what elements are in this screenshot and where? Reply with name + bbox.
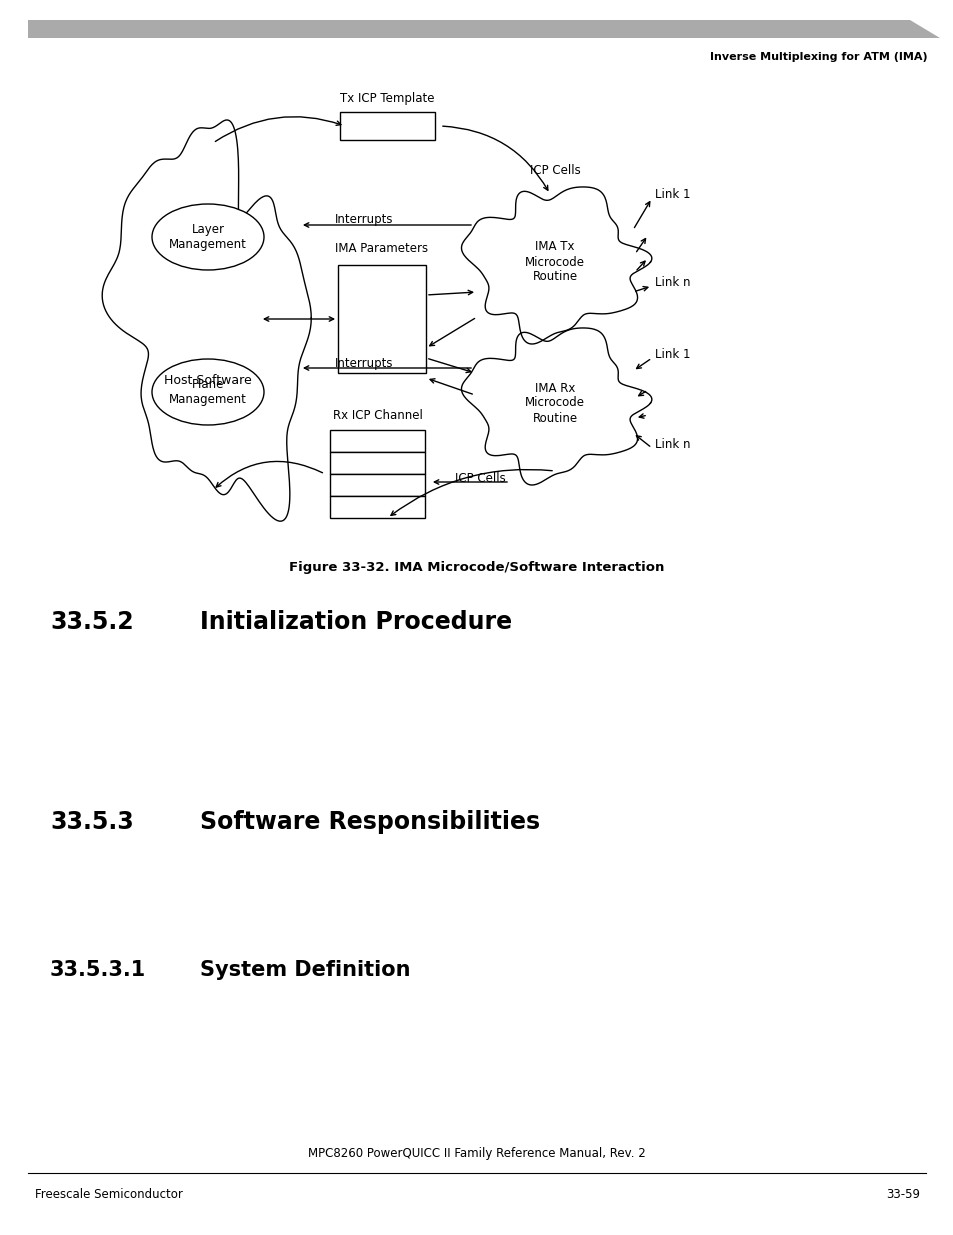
Text: 33.5.3.1: 33.5.3.1 — [50, 960, 146, 981]
Text: Link n: Link n — [655, 277, 690, 289]
Text: ICP Cells: ICP Cells — [455, 472, 505, 484]
Bar — [330, 452, 424, 474]
Text: Rx ICP Channel: Rx ICP Channel — [333, 409, 422, 422]
Text: MPC8260 PowerQUICC II Family Reference Manual, Rev. 2: MPC8260 PowerQUICC II Family Reference M… — [308, 1146, 645, 1160]
Polygon shape — [28, 20, 939, 38]
Text: 33-59: 33-59 — [885, 1188, 919, 1202]
Text: Layer
Management: Layer Management — [169, 224, 247, 251]
Bar — [330, 496, 424, 517]
Text: Host Software: Host Software — [164, 373, 252, 387]
Text: Interrupts: Interrupts — [335, 214, 393, 226]
Text: Link 1: Link 1 — [655, 189, 690, 201]
Text: 33.5.2: 33.5.2 — [50, 610, 133, 634]
Text: IMA Tx
Microcode
Routine: IMA Tx Microcode Routine — [524, 241, 584, 284]
Bar — [339, 112, 435, 140]
Text: Link 1: Link 1 — [655, 348, 690, 362]
Text: ICP Cells: ICP Cells — [530, 163, 580, 177]
Text: Freescale Semiconductor: Freescale Semiconductor — [35, 1188, 183, 1202]
Bar — [337, 266, 426, 373]
Text: System Definition: System Definition — [200, 960, 410, 981]
Text: Figure 33-32. IMA Microcode/Software Interaction: Figure 33-32. IMA Microcode/Software Int… — [289, 562, 664, 574]
Text: Initialization Procedure: Initialization Procedure — [200, 610, 512, 634]
Text: Inverse Multiplexing for ATM (IMA): Inverse Multiplexing for ATM (IMA) — [710, 52, 927, 62]
Text: Plane
Management: Plane Management — [169, 378, 247, 406]
Text: Link n: Link n — [655, 438, 690, 452]
Text: IMA Parameters: IMA Parameters — [335, 242, 428, 254]
Text: Software Responsibilities: Software Responsibilities — [200, 810, 539, 834]
Text: 33.5.3: 33.5.3 — [50, 810, 133, 834]
Ellipse shape — [152, 359, 264, 425]
Text: IMA Rx
Microcode
Routine: IMA Rx Microcode Routine — [524, 382, 584, 425]
Text: Interrupts: Interrupts — [335, 357, 393, 369]
Text: Tx ICP Template: Tx ICP Template — [340, 91, 435, 105]
Ellipse shape — [152, 204, 264, 270]
Bar — [330, 474, 424, 496]
Bar — [330, 430, 424, 452]
